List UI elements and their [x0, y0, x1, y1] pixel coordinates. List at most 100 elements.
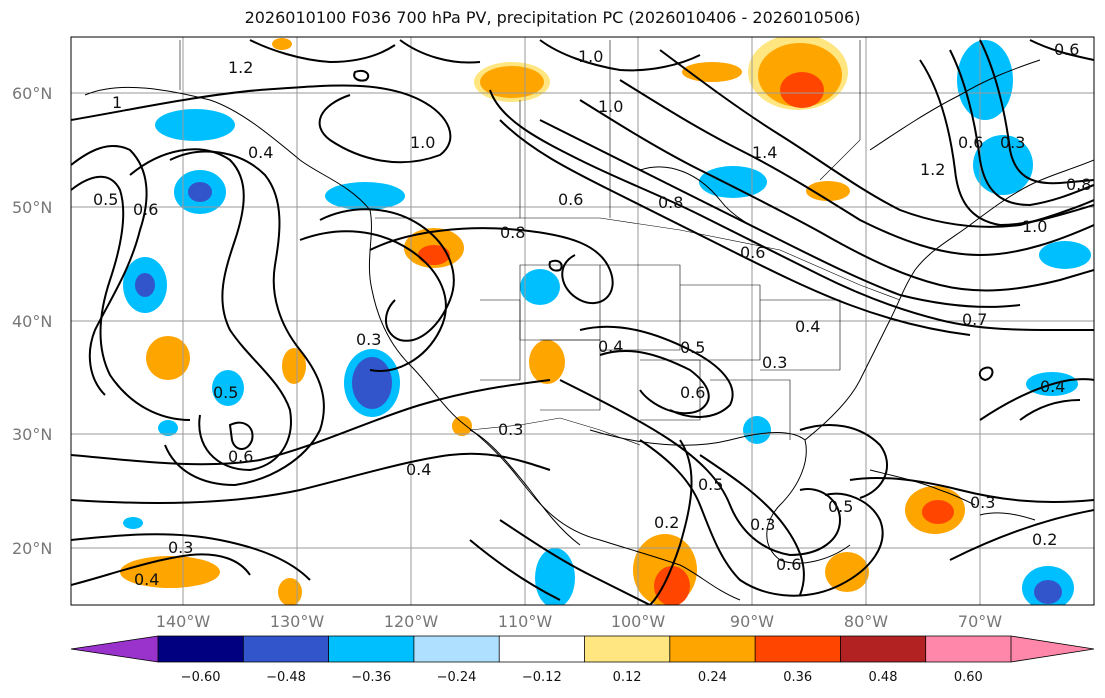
- coastlines: [84, 59, 1094, 601]
- atlantic-coastline: [804, 159, 1094, 441]
- contour-label: 0.6: [958, 133, 983, 152]
- lon-label-120w: 120°W: [384, 612, 439, 631]
- lat-label-30n: 30°N: [12, 425, 52, 444]
- contour-label: 0.5: [698, 475, 723, 494]
- pv-contour: [71, 533, 311, 581]
- lon-label-70w: 70°W: [958, 612, 1002, 631]
- pv-contour: [1029, 39, 1094, 61]
- precip-positive-area: [806, 181, 850, 201]
- contour-label: 0.3: [1000, 133, 1025, 152]
- lon-label-140w: 140°W: [156, 612, 211, 631]
- contour-label: 0.6: [680, 383, 705, 402]
- contour-label: 0.3: [970, 493, 995, 512]
- state-border: [710, 379, 791, 440]
- precip-negative-area: [188, 182, 212, 202]
- contour-label-group: 1.2 1.0 1.0 1.0 1 0.5 0.6 0.4 0.6 0.8 0.…: [93, 40, 1091, 589]
- precip-positive-area: [418, 245, 450, 265]
- colorbar-segment: [158, 636, 244, 662]
- colorbar-segment: [1011, 636, 1094, 662]
- pv-contour: [369, 227, 614, 305]
- colorbar-segment: [413, 636, 500, 662]
- precip-negative-area: [535, 548, 575, 605]
- colorbar-segment: [71, 636, 158, 662]
- colorbar-tick: −0.12: [522, 670, 562, 685]
- pv-contour: [799, 424, 889, 499]
- pv-contour: [71, 379, 551, 466]
- colorbar-tick: −0.36: [351, 670, 391, 685]
- precip-negative-area: [352, 357, 392, 409]
- colorbar-tick: 0.36: [783, 670, 812, 685]
- precip-positive-area: [278, 578, 302, 605]
- contour-label: 0.7: [962, 310, 987, 329]
- pv-contour: [1019, 399, 1081, 421]
- precip-negative-area: [212, 370, 244, 406]
- contour-label: 0.8: [1066, 175, 1091, 194]
- contour-label: 0.4: [598, 337, 623, 356]
- pv-contour: [579, 325, 734, 418]
- precip-positive-area: [282, 348, 306, 384]
- colorbar-segment: [328, 636, 414, 662]
- pv-contour: [353, 69, 370, 82]
- precip-positive-area: [825, 552, 869, 592]
- precip-negative-area: [743, 416, 771, 444]
- pv-contour: [319, 208, 455, 342]
- pv-contour: [919, 59, 1094, 227]
- map-title: 2026010100 F036 700 hPa PV, precipitatio…: [244, 8, 861, 27]
- latitude-labels: 60°N 50°N 40°N 30°N 20°N: [12, 84, 52, 558]
- pv-contour: [639, 439, 884, 597]
- colorbar-tick: 0.48: [869, 670, 898, 685]
- province-border: [819, 40, 861, 181]
- colorbar-dividers: [157, 636, 1012, 662]
- us-mexico-border: [469, 417, 641, 446]
- precipitation-shading: [120, 37, 1091, 605]
- lat-label-60n: 60°N: [12, 84, 52, 103]
- precip-negative-area: [520, 269, 560, 305]
- pv-contour: [164, 150, 325, 487]
- pv-contours: [71, 39, 1094, 605]
- colorbar: −0.60 −0.48 −0.36 −0.24 −0.12 0.12 0.24 …: [70, 635, 1095, 685]
- contour-label: 1.2: [228, 58, 253, 77]
- pv-contour: [71, 84, 452, 164]
- pv-contour: [978, 366, 994, 382]
- pv-contour: [71, 452, 551, 504]
- contour-label: 0.6: [228, 447, 253, 466]
- precip-positive-area: [780, 72, 824, 108]
- plot-frame: [70, 36, 1095, 606]
- pv-contour: [71, 145, 148, 396]
- pv-contour: [489, 89, 1094, 331]
- lat-label-40n: 40°N: [12, 312, 52, 331]
- colorbar-tick: 0.24: [698, 670, 727, 685]
- precip-negative-area: [973, 135, 1033, 195]
- pv-contour: [579, 99, 1094, 292]
- lat-label-50n: 50°N: [12, 198, 52, 217]
- contour-label: 0.6: [740, 243, 765, 262]
- contour-label: 0.4: [795, 317, 820, 336]
- precip-positive-area: [452, 416, 472, 436]
- colorbar-tick: 0.60: [954, 670, 983, 685]
- colorbar-tick: −0.60: [181, 670, 221, 685]
- contour-label: 0.3: [762, 353, 787, 372]
- cuba-coastline: [869, 469, 976, 506]
- state-border: [600, 264, 681, 351]
- pv-contour: [129, 148, 292, 472]
- contour-label: 1.2: [920, 160, 945, 179]
- precip-negative-area: [158, 420, 178, 436]
- pv-contour: [399, 39, 481, 64]
- contour-label: 0.8: [658, 193, 683, 212]
- colorbar-segment: [584, 636, 670, 662]
- precip-negative-area: [699, 166, 767, 198]
- contour-label: 1.0: [578, 47, 603, 66]
- state-border: [540, 339, 601, 411]
- state-border: [760, 299, 841, 371]
- precip-negative-area: [1039, 241, 1091, 269]
- colorbar-segment: [243, 636, 329, 662]
- lat-label-20n: 20°N: [12, 539, 52, 558]
- contour-label: 0.2: [654, 513, 679, 532]
- contour-label: 0.4: [1040, 377, 1065, 396]
- precip-negative-area: [325, 182, 405, 210]
- pv-contour: [499, 119, 971, 336]
- pv-contour: [539, 39, 701, 72]
- colorbar-segment: [840, 636, 926, 662]
- contour-label: 0.6: [558, 190, 583, 209]
